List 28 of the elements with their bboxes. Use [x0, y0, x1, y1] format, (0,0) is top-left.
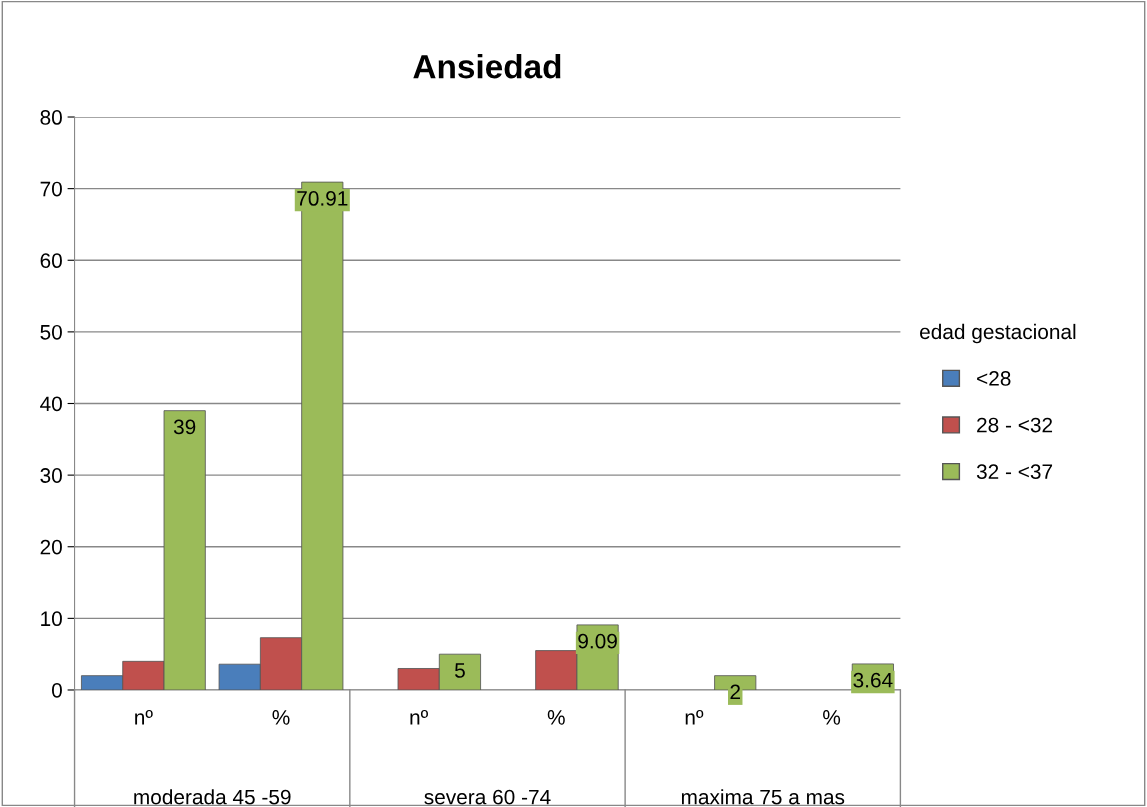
x-tick-label: %	[823, 710, 841, 725]
data-label: 39	[173, 419, 196, 435]
y-tick-label: 40	[40, 396, 62, 412]
y-tick-label: 60	[40, 253, 62, 269]
data-label: 2	[730, 684, 740, 700]
y-tick-label: 20	[40, 539, 62, 555]
legend-label: <28	[977, 371, 1011, 386]
text: maxima 75 a mas	[681, 789, 845, 805]
x-tick-label: %	[272, 710, 290, 725]
x-tick-label: nº	[410, 709, 428, 725]
legend-label: 32 - <37	[976, 464, 1053, 480]
y-tick-label: 80	[40, 110, 62, 125]
y-tick-label: 10	[41, 611, 62, 627]
x-tick-label: nº	[685, 709, 704, 725]
text: moderada 45 -59	[134, 789, 291, 805]
y-tick-label: 70	[40, 181, 62, 197]
x-tick-label: %	[547, 710, 565, 725]
legend-title: edad gestacional	[920, 323, 1076, 344]
data-label: 70.91	[297, 191, 348, 206]
chart-title: Ansiedad	[413, 53, 561, 79]
text: severa 60 -74	[424, 789, 551, 805]
y-tick-label: 30	[40, 468, 62, 483]
x-tick-label: nº	[135, 709, 153, 725]
data-label: 5	[454, 663, 465, 678]
y-tick-label: 50	[40, 324, 62, 340]
y-tick-label: 0	[51, 682, 62, 698]
legend-label: 28 - <32	[977, 417, 1053, 433]
data-label: 9.09	[578, 633, 617, 649]
